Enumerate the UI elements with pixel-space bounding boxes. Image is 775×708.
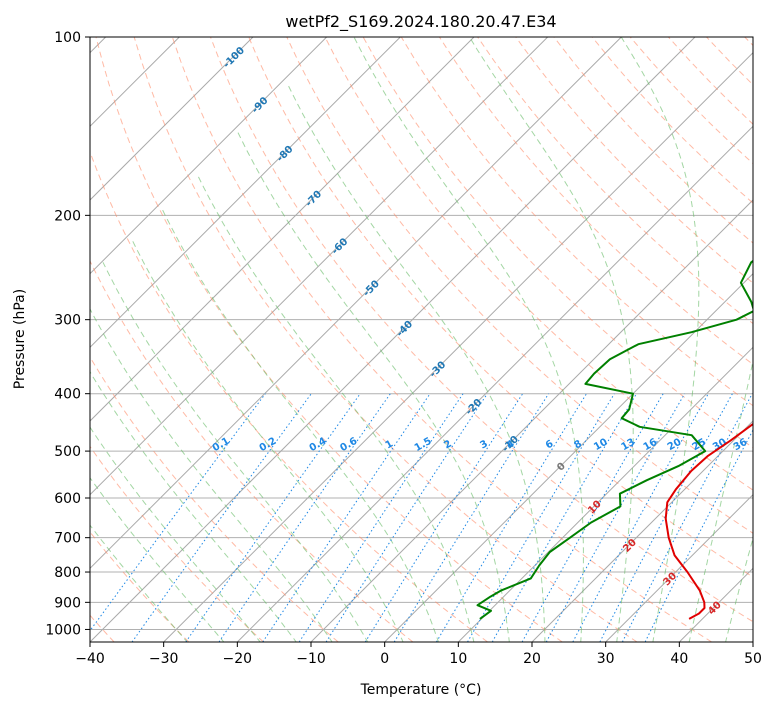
x-tick-label: −20 (223, 651, 253, 667)
mixing-ratio-line (262, 393, 431, 642)
mixing-ratio-line (435, 393, 587, 642)
mixing-ratio-line (491, 393, 637, 642)
moist-adiabat-line (90, 426, 261, 642)
y-tick-label: 400 (54, 387, 81, 403)
moist-adiabat-line (90, 476, 225, 642)
dry-adiabat-line (324, 37, 753, 491)
x-axis-label: Temperature (°C) (360, 682, 482, 698)
moist-adiabat-line (90, 524, 188, 642)
isotherm-line (90, 37, 328, 275)
mixing-ratio-line (572, 393, 709, 642)
temperature-line (664, 422, 753, 620)
moist-adiabat-line (688, 358, 753, 642)
pressure-gridlines (90, 37, 753, 630)
x-tick-label: 50 (744, 651, 762, 667)
mixing-ratio-line (131, 393, 312, 642)
chart-title: wetPf2_S169.2024.180.20.47.E34 (285, 12, 556, 32)
x-tick-label: −10 (296, 651, 326, 667)
isotherm-line (90, 37, 622, 570)
isotherm-line (457, 346, 753, 642)
x-axis-ticks: −40 −30 −20 −10 0 10 20 30 40 50 (75, 642, 762, 667)
moist-adiabat-line (237, 132, 510, 642)
moist-adiabat-line (102, 262, 369, 642)
moist-adiabat-line (90, 308, 333, 642)
dry-adiabat-line (133, 37, 638, 642)
x-tick-label: 10 (449, 651, 467, 667)
mixing-ratio-line (545, 393, 686, 642)
mixing-ratio-label: 6 (544, 438, 556, 451)
isotherm-lines (90, 37, 753, 642)
dewpoint-line (476, 259, 753, 620)
y-tick-label: 900 (54, 595, 81, 611)
dry-adiabat-line (90, 259, 414, 642)
y-axis-ticks: 100 200 300 400 500 600 700 800 900 1000 (45, 30, 90, 638)
dry-adiabat-line (210, 37, 753, 623)
isotherm-line (90, 37, 696, 642)
dry-adiabat-line (171, 37, 712, 642)
mixing-ratio-line (298, 393, 464, 642)
y-tick-label: 500 (54, 444, 81, 460)
isotherm-line (90, 37, 254, 201)
mixing-ratio-line (325, 393, 488, 642)
isotherm-line (384, 272, 753, 642)
dry-adiabat-lines (90, 37, 753, 642)
x-tick-label: 0 (380, 651, 389, 667)
y-tick-label: 700 (54, 531, 81, 547)
mixing-ratio-label: 4 (505, 438, 517, 451)
isotherm-line (236, 125, 753, 642)
dry-adiabat-line (515, 37, 753, 284)
dry-adiabat-line (90, 445, 264, 642)
mixing-ratio-label: 2 (442, 438, 454, 451)
isotherm-line (90, 37, 549, 496)
moist-adiabat-line (196, 173, 475, 642)
mixing-ratio-label: 1 (384, 438, 396, 451)
isotherm-line (605, 493, 753, 642)
y-tick-label: 100 (54, 30, 81, 46)
moist-adiabat-line (620, 37, 700, 642)
plot-frame (89, 36, 754, 643)
moist-adiabat-line (161, 208, 440, 642)
x-tick-label: −40 (75, 651, 105, 667)
moist-adiabat-line (287, 83, 546, 642)
moist-adiabat-line (131, 239, 404, 642)
mixing-ratio-label: 8 (572, 438, 584, 451)
dry-adiabat-line (90, 356, 339, 642)
mixing-ratio-line (644, 428, 753, 642)
moist-adiabat-line (90, 370, 297, 642)
x-tick-label: 40 (670, 651, 688, 667)
mixing-ratio-line (521, 393, 664, 642)
dry-adiabat-line (286, 37, 753, 534)
y-tick-label: 800 (54, 565, 81, 581)
isotherm-line (90, 37, 401, 349)
mixing-ratio-line (364, 393, 524, 642)
dry-adiabat-line (248, 37, 753, 578)
moist-adiabat-lines (90, 37, 753, 642)
mixing-ratio-line (393, 393, 550, 642)
y-axis-label: Pressure (hPa) (12, 289, 28, 389)
x-tick-label: −30 (149, 651, 179, 667)
mixing-ratio-label: 3 (478, 438, 490, 451)
mixing-ratio-lines (90, 393, 753, 642)
x-tick-label: 20 (523, 651, 541, 667)
y-tick-label: 200 (54, 208, 81, 224)
isotherm-line (163, 51, 753, 642)
y-tick-label: 1000 (45, 622, 81, 638)
moist-adiabat-line (725, 536, 753, 642)
isotherm-line (90, 37, 475, 422)
dry-adiabat-line (95, 37, 563, 642)
y-tick-label: 600 (54, 491, 81, 507)
y-tick-label: 300 (54, 313, 81, 329)
isotherm-line (531, 420, 753, 642)
mixing-ratio-line (467, 393, 615, 642)
profile-series (476, 259, 753, 620)
x-tick-label: 30 (597, 651, 615, 667)
